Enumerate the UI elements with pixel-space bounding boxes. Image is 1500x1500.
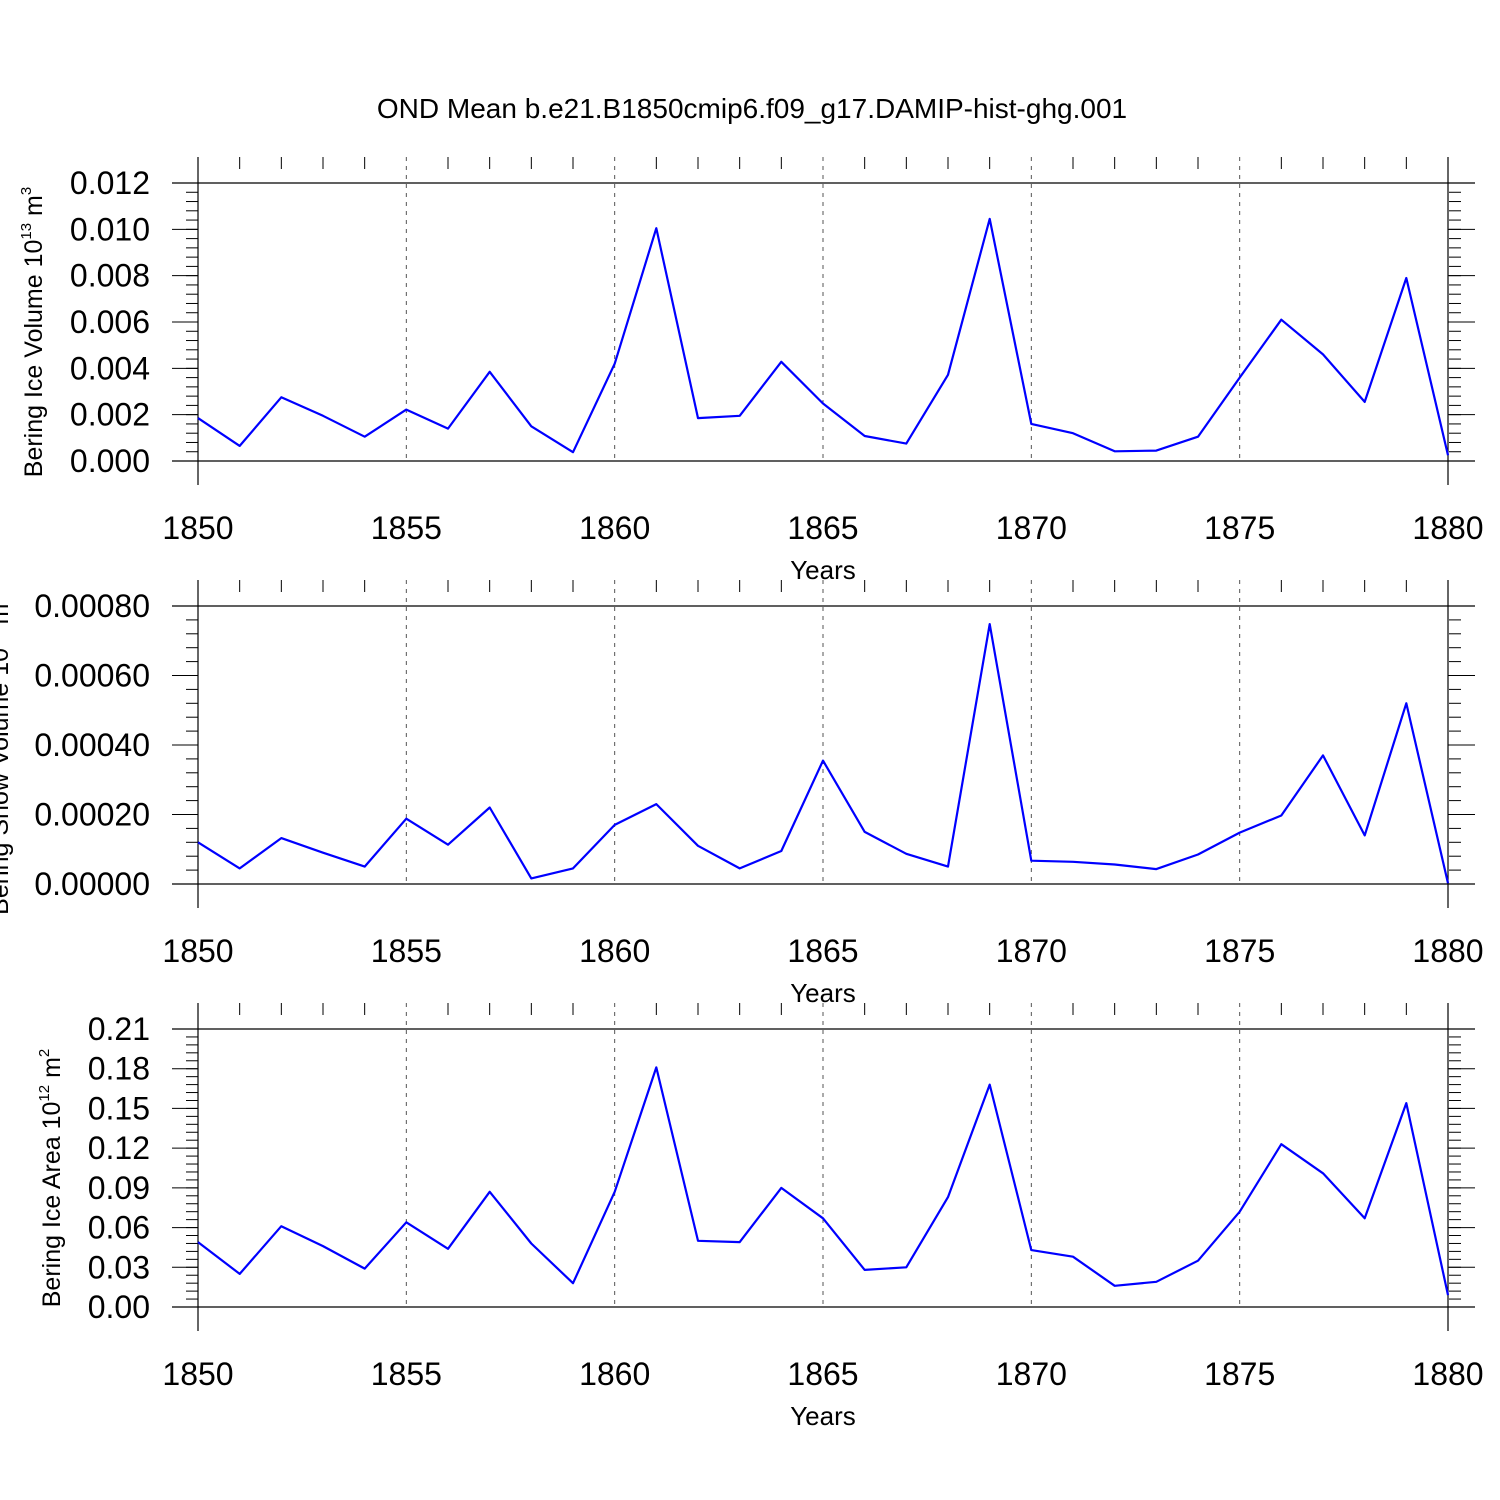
y-tick-label: 0.00080 [34,588,150,624]
x-tick-label: 1855 [371,1356,442,1392]
x-tick-label: 1860 [579,510,650,546]
x-tick-label: 1875 [1204,1356,1275,1392]
y-tick-label: 0.00000 [34,866,150,902]
chart-panel-3: 0.00 0.030.06 0.09 0.12 0.150.18 0.21 1850 1855… [36,1003,1484,1431]
series-line [197,1066,1450,1296]
y-tick-label: 0.09 [88,1170,150,1206]
x-tick-label: 1850 [162,933,233,969]
chart-title: OND Mean b.e21.B1850cmip6.f09_g17.DAMIP-… [377,93,1127,124]
x-tick-label: 1850 [162,510,233,546]
y-tick-label: 0.15 [88,1090,150,1126]
x-tick-label: 1880 [1412,933,1483,969]
x-tick-label: 1870 [996,1356,1067,1392]
x-tick-label: 1865 [787,933,858,969]
y-tick-label: 0.00060 [34,658,150,694]
x-tick-label: 1880 [1412,1356,1483,1392]
x-tick-label: 1870 [996,933,1067,969]
chart-panel-2: 0.00000 0.00020 0.00040 0.00060 0.00080 1850 1… [0,580,1484,1008]
y-axis-label: Bering Ice Volume 1013 m3 [18,187,48,477]
chart-panel-1: 0.000 0.002 0.004 0.006 0.008 0.010 0.012 1850 1… [18,157,1484,585]
y-tick-label: 0.21 [88,1011,150,1047]
x-tick-label: 1860 [579,1356,650,1392]
x-tick-label: 1850 [162,1356,233,1392]
y-tick-label: 0.002 [70,397,150,433]
y-tick-label: 0.010 [70,211,150,247]
y-axis-label: Bering Ice Area 1012 m2 [36,1049,66,1308]
y-tick-label: 0.03 [88,1249,150,1285]
y-tick-label: 0.000 [70,443,150,479]
y-tick-label: 0.006 [70,304,150,340]
series-line [197,217,1450,456]
series-line [197,622,1450,884]
y-axis-label: Bering Snow Volume 1013 m3 [0,595,14,915]
x-tick-label: 1880 [1412,510,1483,546]
x-axis-label: Years [790,1401,856,1431]
y-tick-label: 0.00020 [34,797,150,833]
x-tick-label: 1875 [1204,933,1275,969]
y-tick-label: 0.06 [88,1210,150,1246]
y-tick-label: 0.008 [70,258,150,294]
y-tick-label: 0.00040 [34,727,150,763]
x-tick-label: 1855 [371,933,442,969]
x-tick-label: 1865 [787,1356,858,1392]
x-tick-label: 1870 [996,510,1067,546]
y-tick-label: 0.012 [70,165,150,201]
x-tick-label: 1855 [371,510,442,546]
y-tick-label: 0.12 [88,1130,150,1166]
x-tick-label: 1875 [1204,510,1275,546]
x-tick-label: 1865 [787,510,858,546]
y-tick-label: 0.18 [88,1051,150,1087]
x-tick-label: 1860 [579,933,650,969]
y-tick-label: 0.004 [70,350,150,386]
y-tick-label: 0.00 [88,1289,150,1325]
